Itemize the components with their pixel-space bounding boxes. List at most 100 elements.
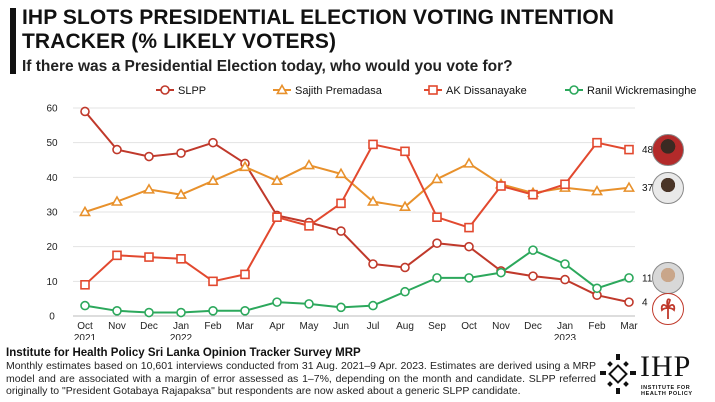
legend-swatch-marker [428, 85, 438, 95]
series-line [84, 141, 630, 286]
data-point [368, 139, 378, 150]
x-tick-label: Mar [620, 321, 638, 332]
data-point [624, 273, 634, 283]
data-point [335, 167, 347, 179]
y-tick-label: 50 [46, 138, 58, 149]
ihp-logo-subtext: INSTITUTE FOR HEALTH POLICY [641, 385, 693, 397]
x-tick-label: Oct [77, 321, 93, 332]
legend-swatch-marker [276, 83, 288, 95]
data-point [143, 183, 155, 194]
y-tick-label: 40 [46, 173, 58, 184]
ihp-logo-mark-icon [600, 354, 636, 394]
data-point [432, 238, 442, 248]
candidate-avatar-wickremasinghe [652, 262, 684, 294]
data-point [336, 302, 346, 313]
data-point [560, 259, 570, 269]
y-tick-label: 30 [46, 208, 58, 219]
series-line [84, 249, 630, 314]
x-year-label: 2023 [554, 333, 577, 340]
x-tick-label: May [300, 321, 319, 332]
x-tick-label: Nov [492, 321, 510, 332]
title-accent-bar [10, 8, 16, 74]
data-point [496, 267, 506, 278]
x-year-label: 2021 [74, 333, 97, 340]
data-point [304, 221, 314, 231]
ihp-logo-text: IHP [640, 350, 692, 383]
data-point [432, 273, 442, 283]
series: 11 [80, 245, 653, 318]
x-tick-label: Dec [524, 321, 542, 332]
legend-swatch-marker [569, 85, 579, 95]
data-point [496, 181, 506, 191]
legend-label: Sajith Premadasa [295, 85, 383, 97]
data-point [400, 286, 410, 297]
data-point [271, 174, 283, 185]
data-point [528, 189, 538, 200]
chart-title: IHP SLOTS PRESIDENTIAL ELECTION VOTING I… [22, 6, 615, 53]
data-point [303, 158, 315, 170]
legend-item: AK Dissanayake [424, 85, 527, 97]
data-point [400, 146, 410, 157]
legend-swatch-marker [160, 85, 170, 95]
data-point [336, 226, 346, 236]
footer-source: Institute for Health Policy Sri Lanka Op… [6, 347, 361, 359]
data-point [144, 252, 154, 262]
chart-subtitle: If there was a Presidential Election tod… [22, 58, 513, 75]
x-tick-label: Apr [269, 321, 285, 332]
x-tick-label: Nov [108, 321, 126, 332]
legend-label: SLPP [178, 85, 206, 97]
legend-item: Ranil Wickremasinghe [565, 85, 696, 97]
series: 48 [80, 137, 654, 290]
x-tick-label: Dec [140, 321, 158, 332]
data-point [240, 306, 250, 316]
data-point [176, 307, 186, 318]
data-point [464, 273, 474, 283]
data-point [368, 259, 378, 269]
data-point [592, 137, 602, 148]
x-tick-label: Feb [588, 321, 606, 332]
y-tick-label: 60 [46, 104, 58, 115]
end-value-label: 4 [642, 298, 648, 309]
data-point [176, 254, 186, 264]
x-tick-label: Jan [557, 321, 573, 332]
end-value-label: 11 [642, 273, 653, 284]
data-point [79, 205, 91, 217]
y-tick-label: 20 [46, 242, 58, 253]
data-point [111, 195, 123, 206]
data-point [431, 172, 443, 184]
line-chart: 0 10 20 30 40 50 60 Oct Nov Dec Jan Feb Mar Apr May Jun… [46, 83, 696, 340]
x-tick-label: Sep [428, 321, 446, 332]
data-point [464, 241, 474, 252]
data-point [176, 148, 186, 158]
x-tick-label: Jun [333, 321, 349, 332]
data-point [144, 151, 154, 162]
data-point [207, 174, 219, 185]
data-point [304, 299, 314, 309]
slpp-symbol-avatar [652, 293, 684, 325]
data-point [240, 269, 250, 280]
x-tick-label: Aug [396, 321, 414, 332]
end-value-label: 37 [642, 183, 654, 194]
data-point [112, 306, 122, 316]
legend-label: Ranil Wickremasinghe [587, 85, 696, 97]
data-point [112, 144, 122, 155]
data-point [623, 181, 635, 192]
x-tick-label: Jan [173, 321, 189, 332]
series: 4 [80, 106, 648, 309]
data-point [208, 306, 218, 316]
data-point [528, 271, 538, 281]
data-point [463, 157, 475, 168]
data-point [624, 297, 634, 307]
data-point [400, 262, 410, 273]
candidate-avatar-premadasa [652, 172, 684, 204]
data-point [80, 280, 90, 290]
data-point [208, 137, 218, 148]
data-point [432, 212, 442, 222]
data-point [112, 250, 122, 261]
x-tick-label: Oct [461, 321, 477, 332]
data-point [464, 222, 474, 233]
data-point [624, 144, 634, 155]
data-point [560, 179, 570, 190]
series-line [84, 162, 630, 213]
candidate-avatar-dissanayake [652, 134, 684, 166]
